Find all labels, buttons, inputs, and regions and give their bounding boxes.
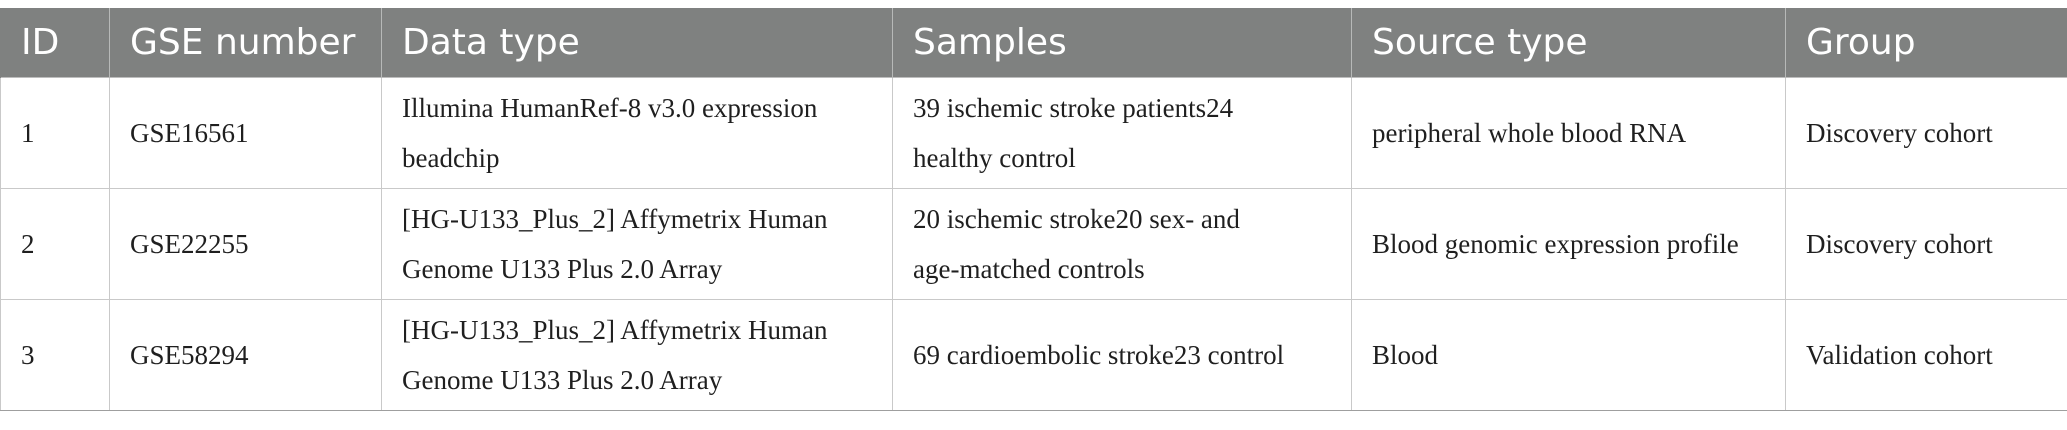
cell-gse-number: GSE22255 [109, 188, 382, 300]
header-data-type: Data type [381, 8, 893, 78]
header-samples: Samples [892, 8, 1352, 78]
cell-id: 3 [0, 299, 110, 411]
table-row: 3 GSE58294 [HG-U133_Plus_2] Affymetrix H… [0, 299, 2067, 411]
cell-line: [HG-U133_Plus_2] Affymetrix Human [402, 315, 828, 345]
cell-line: 69 cardioembolic stroke23 control [913, 340, 1285, 370]
cell-group: Validation cohort [1785, 299, 2067, 411]
cell-line: 39 ischemic stroke patients24 [913, 93, 1234, 123]
dataset-table: ID GSE number Data type Samples Source t… [0, 8, 2067, 411]
header-source-type: Source type [1351, 8, 1786, 78]
table-body: 1 GSE16561 Illumina HumanRef-8 v3.0 expr… [0, 77, 2067, 411]
header-row: ID GSE number Data type Samples Source t… [0, 8, 2067, 78]
cell-data-type: [HG-U133_Plus_2] Affymetrix Human Genome … [381, 188, 893, 300]
table-row: 2 GSE22255 [HG-U133_Plus_2] Affymetrix H… [0, 188, 2067, 300]
table-row: 1 GSE16561 Illumina HumanRef-8 v3.0 expr… [0, 77, 2067, 189]
header-id: ID [0, 8, 110, 78]
cell-line: 20 ischemic stroke20 sex- and [913, 204, 1240, 234]
cell-line: age-matched controls [913, 254, 1145, 284]
cell-line: [HG-U133_Plus_2] Affymetrix Human [402, 204, 828, 234]
cell-samples: 69 cardioembolic stroke23 control [892, 299, 1352, 411]
cell-data-type: Illumina HumanRef-8 v3.0 expression beadc… [381, 77, 893, 189]
cell-source-type: Blood [1351, 299, 1786, 411]
cell-line: healthy control [913, 143, 1076, 173]
header-gse-number: GSE number [109, 8, 382, 78]
cell-line: Illumina HumanRef-8 v3.0 expression [402, 93, 818, 123]
dataset-table-container: ID GSE number Data type Samples Source t… [0, 8, 2067, 411]
table-header: ID GSE number Data type Samples Source t… [0, 8, 2067, 78]
cell-line: Genome U133 Plus 2.0 Array [402, 365, 723, 395]
header-group: Group [1785, 8, 2067, 78]
cell-samples: 39 ischemic stroke patients24 healthy con… [892, 77, 1352, 189]
cell-gse-number: GSE16561 [109, 77, 382, 189]
cell-id: 2 [0, 188, 110, 300]
cell-source-type: Blood genomic expression profile [1351, 188, 1786, 300]
cell-source-type: peripheral whole blood RNA [1351, 77, 1786, 189]
cell-line: Genome U133 Plus 2.0 Array [402, 254, 723, 284]
cell-id: 1 [0, 77, 110, 189]
cell-gse-number: GSE58294 [109, 299, 382, 411]
cell-samples: 20 ischemic stroke20 sex- and age-matched… [892, 188, 1352, 300]
cell-data-type: [HG-U133_Plus_2] Affymetrix Human Genome … [381, 299, 893, 411]
cell-group: Discovery cohort [1785, 77, 2067, 189]
cell-line: beadchip [402, 143, 500, 173]
cell-group: Discovery cohort [1785, 188, 2067, 300]
